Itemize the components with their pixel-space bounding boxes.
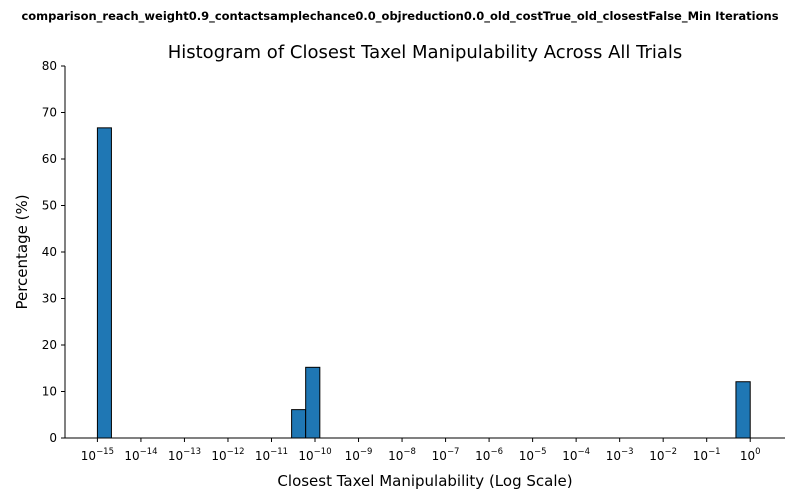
- y-tick-label: 60: [42, 152, 57, 166]
- y-tick-label: 30: [42, 292, 57, 306]
- x-tick-label: 10−6: [475, 447, 503, 463]
- x-tick-label: 10−14: [124, 447, 157, 463]
- y-tick-label: 40: [42, 245, 57, 259]
- x-tick-label: 10−7: [432, 447, 460, 463]
- x-tick-label: 10−2: [649, 447, 677, 463]
- y-axis-label: Percentage (%): [13, 194, 31, 309]
- x-tick-label: 100: [740, 447, 761, 463]
- x-tick-label: 10−11: [255, 447, 288, 463]
- x-tick-label: 10−13: [168, 447, 201, 463]
- x-tick-label: 10−12: [211, 447, 244, 463]
- x-tick-label: 10−15: [81, 447, 114, 463]
- y-tick-label: 80: [42, 59, 57, 73]
- x-tick-label: 10−5: [519, 447, 547, 463]
- histogram-bar: [96, 127, 112, 439]
- x-tick-label: 10−1: [693, 447, 721, 463]
- histogram-bar: [291, 409, 307, 439]
- y-tick-label: 10: [42, 385, 57, 399]
- x-tick-label: 10−3: [606, 447, 634, 463]
- x-tick-label: 10−4: [562, 447, 590, 463]
- y-tick-label: 50: [42, 199, 57, 213]
- x-tick-label: 10−9: [345, 447, 373, 463]
- plot-area: 0 10 20 30 40 50 60 70 80 10−15 10−14 10−13 10−12 10−…: [42, 59, 785, 463]
- figure-suptitle: comparison_reach_weight0.9_contactsample…: [21, 9, 778, 24]
- chart-title: Histogram of Closest Taxel Manipulabilit…: [168, 42, 683, 63]
- x-axis-label: Closest Taxel Manipulability (Log Scale): [277, 472, 572, 490]
- histogram-bar: [735, 381, 751, 439]
- x-tick-label: 10−10: [298, 447, 331, 463]
- y-tick-label: 20: [42, 338, 57, 352]
- y-tick-label: 0: [49, 431, 57, 445]
- x-tick-label: 10−8: [388, 447, 416, 463]
- histogram-bar: [305, 366, 321, 439]
- y-tick-label: 70: [42, 106, 57, 120]
